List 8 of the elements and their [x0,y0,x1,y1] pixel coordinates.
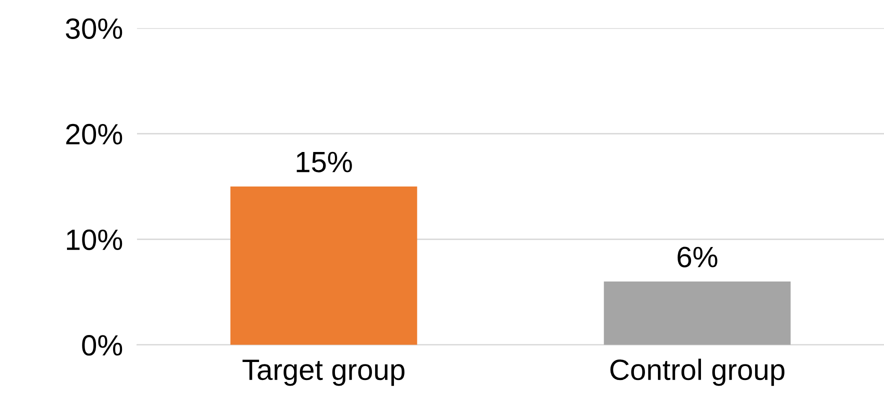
y-tick-label: 10% [66,229,122,250]
x-tick-label: Control group [610,358,784,386]
data-label: 6% [678,246,718,268]
data-label: 15% [296,152,352,172]
x-tick-label: Target group [242,360,404,386]
y-tick-label: 0% [82,335,122,356]
y-tick-label: 30% [66,18,122,39]
y-tick-label: 20% [66,124,122,145]
